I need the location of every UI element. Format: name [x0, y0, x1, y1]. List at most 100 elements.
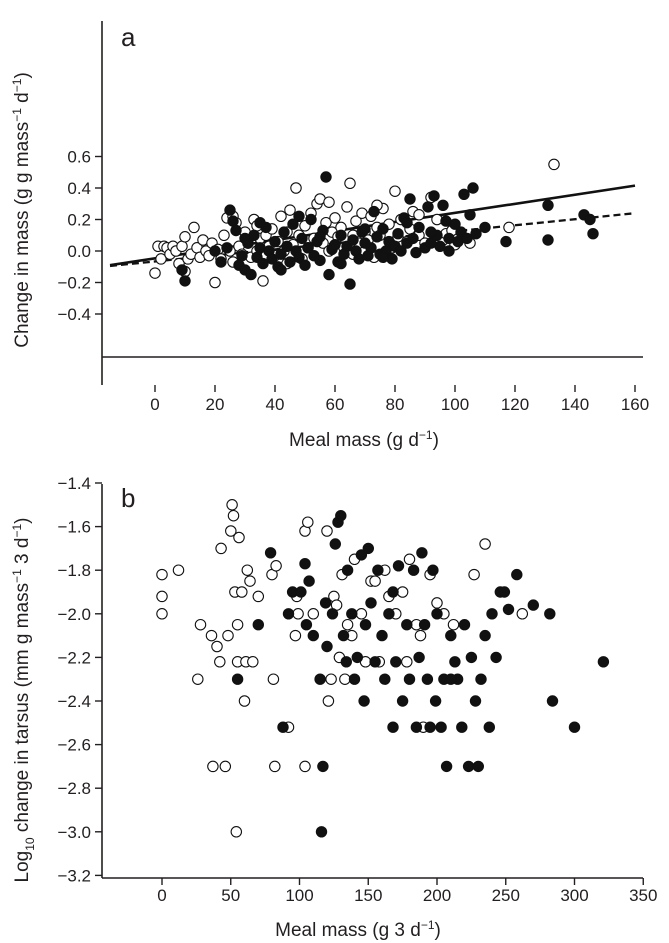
filled-point	[319, 597, 332, 609]
x-tick-label: 250	[492, 886, 520, 905]
filled-point	[231, 673, 244, 685]
filled-point	[568, 721, 581, 733]
y-tick-label: −0.4	[57, 305, 91, 324]
filled-point	[392, 560, 405, 572]
open-point	[548, 158, 560, 171]
filled-point	[403, 673, 416, 685]
open-point	[222, 629, 234, 642]
filled-point	[431, 608, 443, 620]
filled-point	[176, 264, 188, 276]
y-tick-label: −3.2	[57, 866, 91, 885]
filled-point	[365, 597, 377, 609]
filled-point	[392, 228, 404, 240]
open-point	[369, 575, 381, 587]
x-tick-label: 100	[441, 395, 469, 414]
open-point	[403, 553, 416, 566]
open-point	[207, 760, 219, 773]
filled-point	[428, 190, 440, 202]
filled-point	[340, 656, 352, 668]
filled-point	[390, 656, 402, 668]
filled-point	[395, 245, 407, 257]
filled-point	[429, 695, 442, 707]
filled-point	[300, 619, 313, 631]
open-point	[396, 586, 409, 598]
filled-point	[410, 721, 423, 733]
y-tick-label: 0.2	[67, 211, 91, 230]
open-point	[447, 618, 460, 631]
filled-point	[418, 619, 431, 631]
open-point	[188, 221, 200, 234]
filled-point	[469, 695, 482, 707]
filled-point	[527, 599, 539, 611]
open-point	[344, 177, 356, 190]
open-point	[211, 640, 223, 653]
open-point	[244, 575, 256, 587]
filled-point	[320, 171, 332, 183]
open-point	[209, 276, 221, 289]
filled-point	[335, 229, 347, 242]
filled-point	[362, 542, 374, 555]
filled-point	[348, 673, 361, 685]
open-point	[355, 608, 368, 620]
filled-point	[257, 257, 269, 270]
filled-point	[407, 564, 420, 576]
filled-point	[314, 673, 326, 685]
filled-point	[293, 251, 305, 263]
filled-point	[483, 721, 495, 733]
filled-point	[284, 256, 296, 268]
filled-point	[278, 226, 290, 238]
filled-point	[383, 608, 395, 620]
filled-point	[227, 215, 239, 227]
filled-point	[224, 204, 236, 216]
y-tick-label: 0.6	[67, 148, 91, 167]
panel-label-b: b	[121, 483, 135, 513]
chart-panel-a: a 0 20 40 60 80 100 120 140 160 −0.4 −0.2 0.0 0.2 0.…	[10, 21, 649, 451]
data-points-a	[149, 158, 599, 290]
filled-point	[502, 603, 515, 616]
x-tick-label: 60	[326, 395, 345, 414]
filled-point	[401, 619, 413, 631]
filled-point	[456, 721, 468, 733]
filled-point	[445, 629, 457, 642]
y-tick-label: −0.2	[57, 274, 91, 293]
filled-point	[587, 228, 599, 240]
open-point	[323, 196, 335, 208]
x-tick-label: 300	[560, 886, 588, 905]
filled-point	[252, 619, 264, 631]
filled-point	[490, 651, 502, 664]
y-tick-label: −1.4	[57, 474, 91, 493]
filled-point	[379, 673, 391, 685]
x-axis-label-a: Meal mass (g d−1)	[289, 428, 439, 451]
open-point	[233, 531, 245, 544]
open-point	[236, 586, 248, 598]
filled-point	[445, 673, 457, 685]
filled-point	[443, 232, 455, 245]
filled-point	[179, 275, 191, 287]
open-point	[329, 212, 341, 224]
filled-point	[401, 217, 413, 229]
x-tick-label: 150	[354, 886, 382, 905]
filled-point	[407, 232, 419, 245]
filled-point	[449, 218, 461, 230]
filled-point	[335, 257, 347, 270]
filled-point	[221, 242, 233, 254]
filled-point	[376, 629, 388, 642]
filled-point	[315, 826, 328, 838]
open-point	[302, 516, 314, 528]
x-tick-label: 200	[423, 886, 451, 905]
open-point	[290, 182, 302, 194]
x-tick-label: 40	[266, 395, 285, 414]
data-points-b	[156, 499, 610, 838]
filled-point	[458, 619, 471, 631]
open-point	[156, 590, 168, 603]
filled-point	[479, 629, 491, 642]
filled-point	[303, 575, 315, 587]
y-tick-label: −2.6	[57, 736, 91, 755]
open-point	[413, 209, 425, 221]
open-point	[149, 267, 161, 279]
open-point	[389, 185, 401, 197]
filled-point	[458, 188, 470, 201]
open-point	[226, 499, 238, 511]
filled-point	[299, 259, 311, 271]
